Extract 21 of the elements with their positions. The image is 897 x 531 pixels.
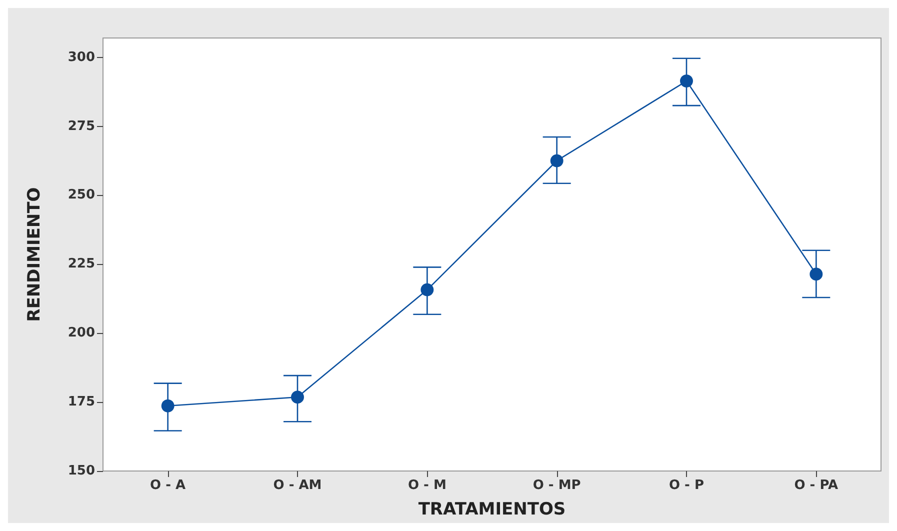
point	[550, 154, 564, 168]
point	[810, 268, 823, 281]
point	[420, 283, 434, 296]
point	[291, 390, 304, 404]
y-tick-label: 300	[68, 50, 95, 65]
x-tick-label: O - M	[408, 478, 446, 493]
x-tick-label: O - AM	[273, 478, 322, 493]
y-tick-label: 225	[68, 256, 95, 272]
x-tick-label: O - A	[150, 478, 186, 493]
point	[680, 74, 693, 88]
y-tick-label: 150	[68, 464, 95, 478]
y-tick-label: 175	[68, 394, 95, 410]
x-tick-label: O - PA	[794, 478, 838, 493]
x-tick-label: O - MP	[532, 478, 581, 493]
y-tick-label: 275	[68, 118, 95, 134]
x-axis-title: TRATAMIENTOS	[418, 500, 566, 520]
point	[161, 399, 174, 412]
y-tick-label: 200	[68, 326, 95, 341]
y-axis-title: RENDIMIENTO	[24, 187, 44, 322]
x-tick-label: O - P	[668, 478, 704, 493]
y-tick-label: 250	[68, 188, 95, 203]
